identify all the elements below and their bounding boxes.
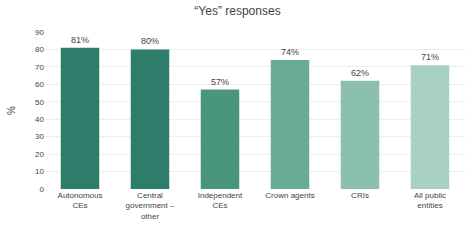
- svg-text:62%: 62%: [351, 68, 369, 78]
- svg-text:20: 20: [35, 150, 44, 159]
- svg-text:IndependentCEs: IndependentCEs: [198, 191, 243, 210]
- svg-text:81%: 81%: [71, 35, 89, 45]
- svg-text:0: 0: [40, 185, 45, 194]
- svg-text:80%: 80%: [141, 36, 159, 46]
- svg-text:30: 30: [35, 132, 44, 141]
- svg-text:70: 70: [35, 63, 44, 72]
- svg-text:Centralgovernment –other: Centralgovernment –other: [126, 191, 175, 221]
- svg-text:50: 50: [35, 98, 44, 107]
- svg-text:“Yes” responses: “Yes” responses: [194, 4, 280, 18]
- svg-text:%: %: [6, 106, 17, 115]
- svg-text:10: 10: [35, 167, 44, 176]
- svg-text:All publicentities: All publicentities: [414, 191, 446, 210]
- svg-text:57%: 57%: [211, 77, 229, 87]
- svg-text:AutonomousCEs: AutonomousCEs: [58, 191, 103, 210]
- svg-text:40: 40: [35, 115, 44, 124]
- svg-text:60: 60: [35, 80, 44, 89]
- svg-text:Crown agents: Crown agents: [265, 191, 314, 200]
- svg-text:74%: 74%: [281, 47, 299, 57]
- svg-text:71%: 71%: [421, 52, 439, 62]
- svg-text:CRIs: CRIs: [351, 191, 369, 200]
- svg-text:80: 80: [35, 45, 44, 54]
- svg-text:90: 90: [35, 28, 44, 37]
